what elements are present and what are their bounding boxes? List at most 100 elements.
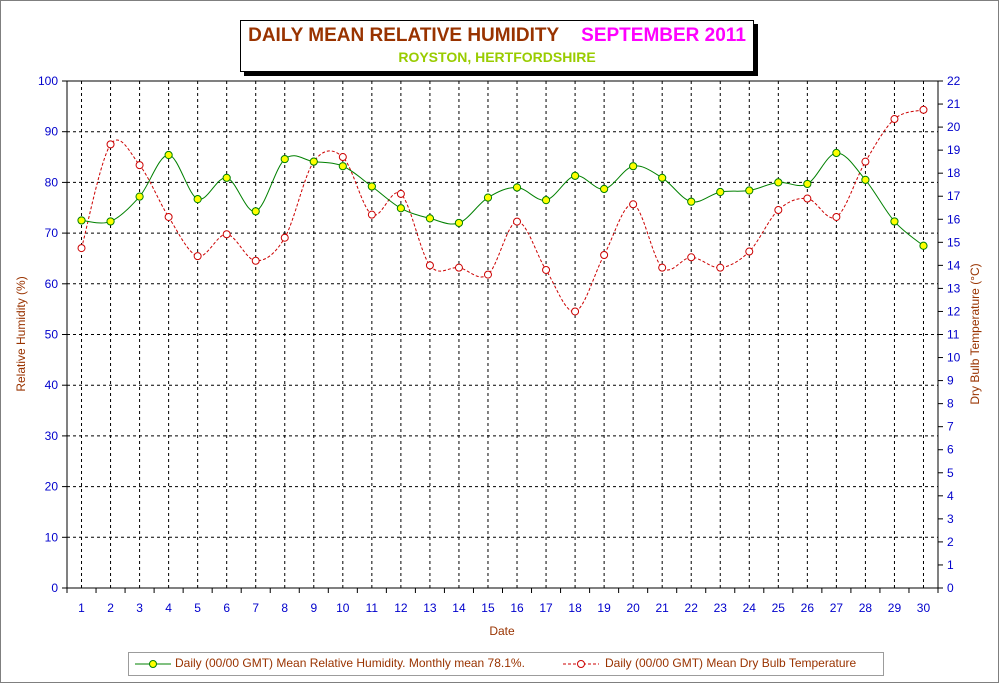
- temperature-point: [106, 140, 115, 149]
- temperature-point: [745, 247, 754, 256]
- x-tick-label: 8: [281, 601, 288, 615]
- x-tick-label: 14: [452, 601, 466, 615]
- humidity-point: [454, 218, 464, 228]
- x-tick-label: 9: [310, 601, 317, 615]
- x-tick-label: 12: [394, 601, 408, 615]
- x-axis-title: Date: [489, 624, 515, 638]
- humidity-point: [832, 148, 841, 158]
- x-tick-label: 2: [107, 601, 114, 615]
- temperature-point: [222, 230, 231, 239]
- humidity-point: [570, 171, 580, 180]
- x-tick-label: 7: [252, 601, 259, 615]
- y2-tick-label: 18: [947, 166, 961, 180]
- y2-tick-label: 21: [947, 97, 961, 111]
- x-tick-label: 15: [481, 601, 495, 615]
- temperature-point: [890, 115, 899, 124]
- y2-tick-label: 7: [947, 420, 954, 434]
- y-tick-label: 50: [45, 328, 59, 342]
- humidity-point: [861, 175, 870, 184]
- humidity-point: [600, 184, 609, 194]
- humidity-point: [396, 204, 405, 213]
- humidity-point: [251, 207, 260, 216]
- title-box: DAILY MEAN RELATIVE HUMIDITY SEPTEMBER 20…: [240, 20, 754, 72]
- humidity-point: [483, 193, 493, 202]
- y2-tick-label: 6: [947, 443, 954, 457]
- temperature-point: [454, 263, 463, 272]
- x-tick-label: 24: [743, 601, 757, 615]
- temperature-point: [716, 263, 725, 272]
- x-tick-label: 22: [685, 601, 699, 615]
- y-tick-label: 0: [51, 581, 58, 595]
- temperature-point: [571, 307, 580, 316]
- y2-tick-label: 4: [947, 489, 954, 503]
- x-tick-label: 21: [656, 601, 670, 615]
- y-tick-label: 20: [45, 480, 59, 494]
- temperature-point: [542, 265, 551, 274]
- chart-title-month: SEPTEMBER 2011: [581, 25, 746, 46]
- y2-tick-label: 15: [947, 235, 961, 249]
- temperature-point: [861, 157, 870, 166]
- temperature-point: [164, 212, 173, 221]
- x-tick-label: 13: [423, 601, 437, 615]
- temperature-point: [658, 263, 667, 272]
- humidity-point: [541, 196, 551, 205]
- x-tick-label: 29: [888, 601, 902, 615]
- chart-subtitle: ROYSTON, HERTFORDSHIRE: [398, 49, 596, 65]
- y2-tick-label: 16: [947, 212, 961, 226]
- humidity-point: [803, 179, 812, 189]
- y2-tick-label: 22: [947, 74, 961, 88]
- y2-tick-label: 20: [947, 120, 961, 134]
- temperature-point: [513, 217, 522, 226]
- y2-tick-label: 1: [947, 558, 954, 572]
- x-tick-label: 18: [568, 601, 582, 615]
- humidity-point: [425, 214, 435, 223]
- y2-tick-label: 17: [947, 189, 961, 203]
- y2-tick-label: 3: [947, 512, 954, 526]
- y2-tick-label: 9: [947, 374, 954, 388]
- y2-tick-label: 8: [947, 397, 954, 411]
- humidity-point: [338, 162, 347, 171]
- humidity-point: [222, 173, 231, 182]
- title-line: DAILY MEAN RELATIVE HUMIDITY SEPTEMBER 20…: [241, 25, 753, 47]
- humidity-point: [658, 173, 667, 182]
- humidity-point: [164, 150, 173, 160]
- chart-title: DAILY MEAN RELATIVE HUMIDITY: [248, 25, 560, 46]
- x-tick-label: 5: [194, 601, 201, 615]
- humidity-point: [106, 217, 115, 226]
- temperature-point: [135, 161, 144, 170]
- temperature-point: [600, 250, 609, 259]
- y2-tick-label: 13: [947, 281, 961, 295]
- x-tick-label: 19: [597, 601, 611, 615]
- x-tick-label: 27: [830, 601, 844, 615]
- legend: Daily (00/00 GMT) Mean Relative Humidity…: [128, 652, 884, 676]
- x-tick-label: 16: [510, 601, 524, 615]
- grid: [67, 81, 938, 588]
- x-tick-label: 20: [626, 601, 640, 615]
- x-tick-label: 17: [539, 601, 553, 615]
- temperature-point: [803, 194, 812, 203]
- axis-ticks: 0102030405060708090100012345678910111213…: [38, 74, 961, 615]
- y2-tick-label: 12: [947, 304, 961, 318]
- temperature-point: [280, 233, 289, 242]
- temperature-point: [919, 105, 928, 114]
- humidity-point: [687, 197, 696, 206]
- temperature-point: [251, 256, 260, 265]
- legend-humidity-swatch: [135, 660, 171, 668]
- humidity-point: [745, 186, 754, 195]
- y2-tick-label: 5: [947, 466, 954, 480]
- humidity-point: [919, 241, 928, 250]
- humidity-point: [193, 195, 202, 204]
- legend-humidity-label: Daily (00/00 GMT) Mean Relative Humidity…: [175, 656, 525, 670]
- temperature-point: [367, 210, 376, 219]
- humidity-point: [309, 157, 318, 166]
- x-tick-label: 3: [136, 601, 143, 615]
- x-tick-label: 4: [165, 601, 172, 615]
- temperature-point: [396, 189, 405, 198]
- y-tick-label: 30: [45, 429, 59, 443]
- temperature-point: [832, 212, 841, 221]
- x-tick-label: 30: [917, 601, 931, 615]
- humidity-point: [367, 182, 376, 191]
- humidity-point: [77, 216, 86, 225]
